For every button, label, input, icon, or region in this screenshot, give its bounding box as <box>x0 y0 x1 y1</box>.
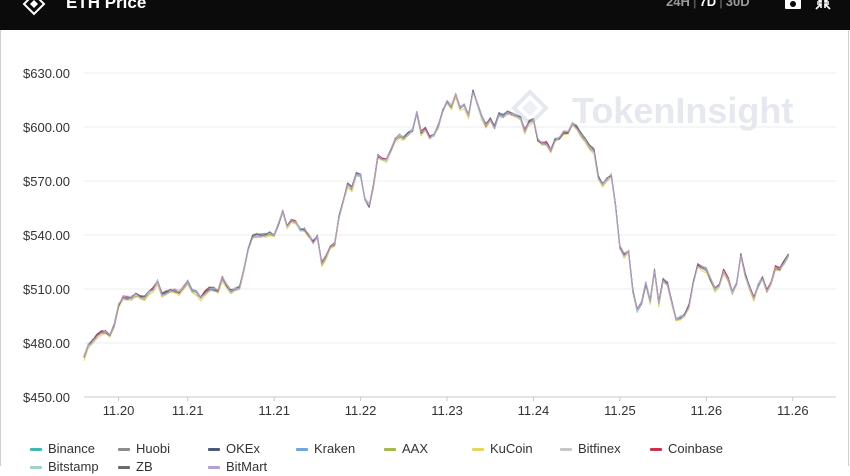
legend-label: Huobi <box>136 441 170 456</box>
y-tick-label: $600.00 <box>23 120 70 135</box>
legend-swatch <box>650 448 662 452</box>
legend-swatch <box>208 466 220 470</box>
y-tick-label: $570.00 <box>23 174 70 189</box>
legend-label: OKEx <box>226 441 260 456</box>
legend-item-kraken[interactable]: Kraken <box>296 440 355 458</box>
x-tick-label: 11.24 <box>518 403 550 418</box>
y-tick-label: $450.00 <box>23 390 70 405</box>
legend-item-bitfinex[interactable]: Bitfinex <box>560 440 621 458</box>
legend-label: ZB <box>136 459 153 474</box>
legend-item-okex[interactable]: OKEx <box>208 440 260 458</box>
legend-label: Coinbase <box>668 441 723 456</box>
chart-header: ETH Price 24H | 7D | 30D <box>0 0 850 30</box>
legend-label: Binance <box>48 441 95 456</box>
legend-item-kucoin[interactable]: KuCoin <box>472 440 533 458</box>
range-24h-button[interactable]: 24H <box>666 0 690 9</box>
legend-label: Bitfinex <box>578 441 621 456</box>
legend-item-bitmart[interactable]: BitMart <box>208 458 267 476</box>
legend-item-zb[interactable]: ZB <box>118 458 153 476</box>
x-tick-label: 11.23 <box>431 403 463 418</box>
legend-item-binance[interactable]: Binance <box>30 440 95 458</box>
legend-swatch <box>472 448 484 452</box>
legend-label: AAX <box>402 441 429 456</box>
legend-swatch <box>384 448 396 452</box>
x-tick-label: 11.20 <box>103 403 135 418</box>
legend-item-huobi[interactable]: Huobi <box>118 440 170 458</box>
chart-title: ETH Price <box>66 0 147 12</box>
axis-layer: $450.00 $480.00 $510.00 $540.00 $570.00 $600.… <box>23 66 809 418</box>
legend-item-coinbase[interactable]: Coinbase <box>650 440 723 458</box>
camera-icon[interactable] <box>784 0 802 10</box>
range-selector: 24H | 7D | 30D <box>666 0 750 10</box>
legend-item-aax[interactable]: AAX <box>384 440 428 458</box>
legend-swatch <box>296 448 308 452</box>
x-tick-label: 11.25 <box>604 403 636 418</box>
series-layer <box>83 89 789 361</box>
legend-label: Kraken <box>314 441 356 456</box>
watermark-text: TokenInsight <box>572 90 793 131</box>
legend-swatch <box>30 448 42 452</box>
x-tick-label: 11.22 <box>345 403 377 418</box>
x-tick-label: 11.26 <box>777 403 809 418</box>
legend-swatch <box>560 448 572 452</box>
legend-label: BitMart <box>226 459 268 474</box>
legend-swatch <box>208 448 220 452</box>
range-separator: | <box>719 0 723 9</box>
frame-border-right <box>848 30 849 466</box>
range-7d-button[interactable]: 7D <box>699 0 717 9</box>
frame-border-left <box>0 30 1 466</box>
x-tick-label: 11.26 <box>691 403 723 418</box>
price-chart: TokenInsight $450.00 $480.00 $510.00 $540.0… <box>23 66 836 418</box>
x-tick-label: 11.21 <box>258 403 290 418</box>
y-tick-label: $480.00 <box>23 336 70 351</box>
legend-label: Bitstamp <box>48 459 99 474</box>
y-tick-label: $630.00 <box>23 66 70 81</box>
y-tick-label: $510.00 <box>23 282 70 297</box>
range-separator: | <box>692 0 697 9</box>
legend-swatch <box>118 466 130 470</box>
y-tick-label: $540.00 <box>23 228 70 243</box>
legend-swatch <box>30 466 42 470</box>
range-30d-button[interactable]: 30D <box>725 0 750 9</box>
legend-label: KuCoin <box>490 441 533 456</box>
series-line-bitmart <box>83 91 789 357</box>
legend-swatch <box>118 448 130 452</box>
collapse-icon[interactable] <box>814 0 832 10</box>
legend-item-bitstamp[interactable]: Bitstamp <box>30 458 99 476</box>
eth-logo-icon <box>22 0 46 16</box>
x-tick-label: 11.21 <box>172 403 204 418</box>
